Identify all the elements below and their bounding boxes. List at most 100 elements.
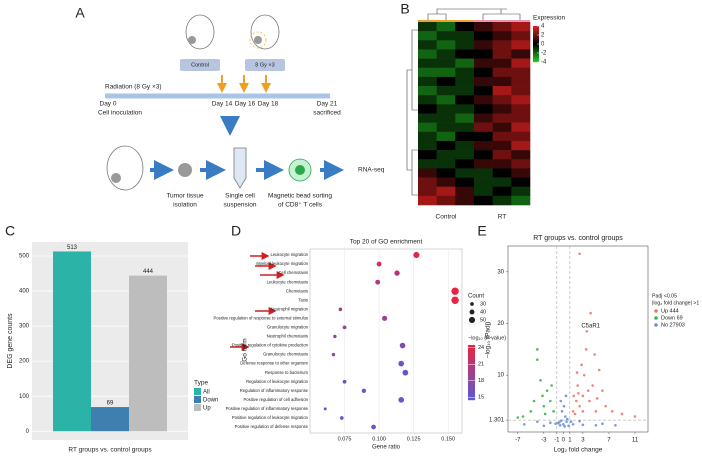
panel-letter: D xyxy=(231,223,241,239)
chart-title: Top 20 of GO enrichment xyxy=(350,239,423,246)
y-tick-label: Neutrophil migration xyxy=(271,306,309,311)
point xyxy=(571,410,575,413)
x-tick-label: 11 xyxy=(632,438,639,444)
size-key xyxy=(469,309,475,315)
legend-gradient xyxy=(533,32,539,34)
point xyxy=(558,420,561,424)
legend-gradient xyxy=(468,383,475,385)
heat-cell xyxy=(436,195,456,206)
point xyxy=(571,422,575,426)
legend-gradient xyxy=(533,53,539,55)
box-label: 8 Gy ×3 xyxy=(255,62,274,68)
legend-title: −log₁₀ (P value) xyxy=(468,335,506,341)
heat-cell xyxy=(418,40,437,50)
point xyxy=(558,423,562,427)
y-tick-label: 500 xyxy=(19,254,30,260)
y-tick-label: 20 xyxy=(497,321,504,327)
legend-tick-label: 4 xyxy=(541,24,545,30)
legend-label: Up 444 xyxy=(661,308,679,314)
dot xyxy=(323,407,327,411)
legend-gradient xyxy=(533,59,539,61)
y-tick-label: 200 xyxy=(19,359,30,365)
point xyxy=(572,394,576,398)
legend-gradient xyxy=(468,354,475,356)
x-tick-label: 0.075 xyxy=(338,436,352,442)
y-tick-label: Chemotaxis xyxy=(286,288,308,293)
point xyxy=(564,415,567,418)
heat-cell xyxy=(474,122,493,133)
legend-gradient xyxy=(533,35,539,37)
heat-cell xyxy=(436,159,456,169)
dot xyxy=(338,307,343,312)
legend-gradient xyxy=(533,56,539,58)
point xyxy=(543,412,547,416)
heat-cell xyxy=(436,113,456,123)
legend-gradient xyxy=(533,37,539,39)
day-label: Day 0 xyxy=(100,101,117,108)
x-tick-label: 0.150 xyxy=(441,436,455,442)
heat-cell xyxy=(492,67,512,78)
heat-cell xyxy=(474,76,493,87)
point xyxy=(581,410,585,413)
legend-gradient xyxy=(468,363,475,365)
heat-cell xyxy=(418,31,437,41)
heat-cell xyxy=(474,22,493,32)
step-label: Tumor tissue xyxy=(166,193,204,200)
legend-gradient xyxy=(468,359,475,361)
heat-cell xyxy=(418,159,437,169)
heat-cell xyxy=(455,113,475,123)
legend-gradient xyxy=(468,382,475,384)
heat-cell xyxy=(418,131,437,142)
legend-gradient xyxy=(468,360,475,362)
legend-gradient xyxy=(533,45,539,47)
heat-cell xyxy=(418,86,437,96)
legend-gradient xyxy=(468,386,475,388)
legend-gradient xyxy=(468,365,475,367)
point xyxy=(536,420,539,423)
x-tick-label: -3 xyxy=(541,438,547,444)
x-tick-label: RT groups vs. control groups xyxy=(68,447,152,454)
legend-gradient xyxy=(468,385,475,387)
y-tick-label: 100 xyxy=(19,394,30,400)
heat-cell xyxy=(492,49,512,59)
heat-cell xyxy=(436,95,456,105)
day-label: Day 16 xyxy=(235,101,256,108)
dot xyxy=(382,315,388,321)
legend-gradient xyxy=(468,373,475,375)
heat-cell xyxy=(455,131,475,142)
legend-swatch xyxy=(654,309,658,313)
heat-cell xyxy=(511,31,531,41)
legend-gradient xyxy=(533,41,539,43)
legend-gradient xyxy=(468,357,475,359)
panel-letter: C xyxy=(5,223,15,239)
y-tick-label: Positive regulation of leukocyte migrati… xyxy=(232,415,309,420)
legend-gradient xyxy=(533,26,539,28)
legend-gradient xyxy=(468,390,475,392)
point xyxy=(542,404,546,408)
heat-cell xyxy=(511,159,531,169)
legend-gradient xyxy=(533,49,539,51)
legend-gradient xyxy=(468,389,475,391)
heat-cell xyxy=(511,131,531,142)
y-tick-label: Regulation of inflammatory response xyxy=(240,388,309,393)
legend-gradient xyxy=(533,58,539,60)
heat-cell xyxy=(511,67,531,78)
legend-tick-label: -2 xyxy=(541,51,547,57)
point xyxy=(536,348,539,351)
heat-cell xyxy=(511,186,531,197)
heat-cell xyxy=(455,22,475,32)
heat-cell xyxy=(474,104,493,114)
heat-cell xyxy=(474,113,493,123)
point xyxy=(536,358,539,361)
y-tick-label: 1.301 xyxy=(489,418,505,424)
step-label: suspension xyxy=(224,202,257,209)
x-axis-title: Gene ratio xyxy=(372,445,401,451)
point xyxy=(575,399,578,403)
point xyxy=(576,384,579,387)
heat-cell xyxy=(474,67,493,78)
legend-gradient xyxy=(533,29,539,31)
point xyxy=(541,394,544,398)
point xyxy=(595,397,599,400)
legend-swatch xyxy=(654,316,658,320)
legend-label: No 27903 xyxy=(661,322,685,328)
